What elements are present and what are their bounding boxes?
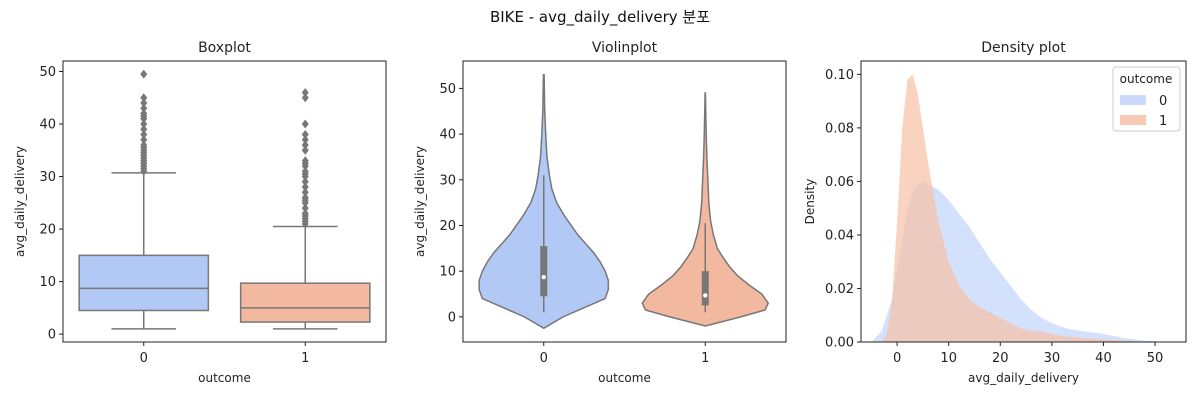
outlier-point (140, 109, 148, 119)
outlier-point (301, 182, 309, 192)
outlier-point (301, 140, 309, 150)
y-tick-label-2: 0.10 (825, 68, 854, 83)
outlier-point (301, 130, 309, 140)
plot-title-0: Boxplot (198, 40, 251, 56)
outlier-point (140, 69, 148, 79)
x-tick-label-2: 10 (940, 351, 957, 366)
y-tick-label-2: 0.02 (825, 282, 854, 297)
outlier-point (140, 124, 148, 134)
outlier-point (140, 135, 148, 145)
y-axis-label-1: avg_daily_delivery (413, 146, 427, 257)
y-tick-label-2: 0.08 (825, 121, 854, 136)
x-tick-label-1: 1 (701, 351, 709, 366)
x-tick-label-2: 0 (893, 351, 901, 366)
y-tick-label-0: 30 (39, 170, 56, 185)
y-tick-label-0: 20 (39, 223, 56, 238)
outlier-point (301, 166, 309, 176)
y-tick-label-1: 50 (439, 82, 456, 97)
x-axis-label-0: outcome (198, 371, 251, 385)
x-tick-label-2: 40 (1095, 351, 1112, 366)
violin-median-dot (703, 293, 708, 298)
outlier-point (301, 93, 309, 103)
x-tick-label-0: 0 (140, 351, 148, 366)
y-tick-label-2: 0.04 (825, 228, 854, 243)
x-tick-label-2: 20 (992, 351, 1009, 366)
violin-iqr-box (540, 246, 548, 297)
outlier-point (301, 193, 309, 203)
x-tick-label-2: 50 (1147, 351, 1164, 366)
box-0 (78, 254, 210, 312)
x-axis-label-1: outcome (598, 371, 651, 385)
outlier-point (301, 208, 309, 218)
y-tick-label-0: 0 (48, 328, 56, 343)
outlier-point (140, 98, 148, 108)
x-tick-label-0: 1 (301, 351, 309, 366)
y-tick-label-0: 50 (39, 65, 56, 80)
plot-title-1: Violinplot (592, 40, 658, 56)
legend-label-1: 1 (1159, 114, 1167, 129)
violin-median-dot (541, 274, 546, 280)
outlier-point (301, 203, 309, 213)
outlier-point (301, 145, 309, 155)
plot-title-2: Density plot (981, 40, 1066, 56)
y-tick-label-2: 0.00 (825, 336, 854, 351)
outlier-point (301, 187, 309, 197)
plot-frame-1 (462, 60, 787, 343)
y-tick-label-1: 40 (439, 128, 456, 143)
outlier-point (140, 103, 148, 113)
y-tick-label-0: 40 (39, 118, 56, 133)
y-tick-label-1: 10 (439, 265, 456, 280)
outlier-point (301, 119, 309, 129)
y-tick-label-1: 20 (439, 219, 456, 234)
x-tick-label-1: 0 (540, 351, 548, 366)
legend-title: outcome (1120, 72, 1173, 86)
figure-title: BIKE - avg_daily_delivery 분포 (489, 8, 711, 26)
y-axis-label-2: Density (803, 179, 817, 225)
x-tick-label-2: 30 (1044, 351, 1061, 366)
outlier-point (140, 93, 148, 103)
y-axis-label-0: avg_daily_delivery (13, 146, 27, 257)
density-area-1 (881, 74, 1145, 342)
plot-frame-0 (62, 60, 387, 343)
violin-iqr-box (701, 271, 709, 306)
outlier-point (140, 119, 148, 129)
outlier-point (140, 140, 148, 150)
legend-swatch-0 (1120, 95, 1146, 105)
outlier-point (301, 135, 309, 145)
outlier-point (301, 88, 309, 98)
y-tick-label-1: 0 (448, 310, 456, 325)
outlier-point (301, 156, 309, 166)
legend-label-0: 0 (1159, 94, 1167, 109)
outlier-point (140, 130, 148, 140)
y-tick-label-0: 10 (39, 275, 56, 290)
y-tick-label-1: 30 (439, 173, 456, 188)
box-1 (239, 282, 371, 323)
outlier-point (301, 177, 309, 187)
violin-1 (641, 92, 770, 327)
y-tick-label-2: 0.06 (825, 175, 854, 190)
legend-swatch-1 (1120, 115, 1146, 125)
plot-frame-2 (860, 60, 1187, 343)
x-axis-label-2: avg_daily_delivery (968, 371, 1079, 385)
